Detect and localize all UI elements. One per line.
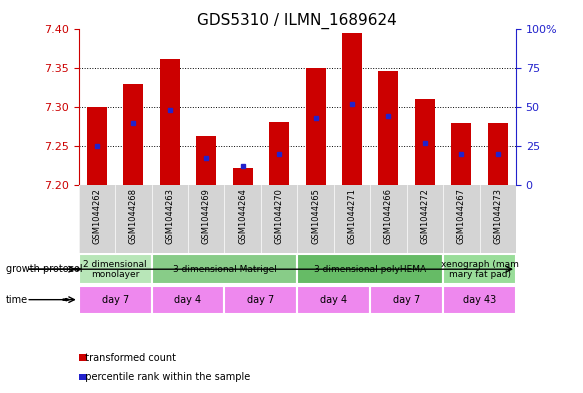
Bar: [488, 123, 508, 185]
Text: xenograph (mam
mary fat pad): xenograph (mam mary fat pad): [441, 259, 518, 279]
Text: GSM1044268: GSM1044268: [129, 188, 138, 244]
Text: GSM1044266: GSM1044266: [384, 188, 393, 244]
Bar: [297, 254, 443, 284]
Bar: [152, 254, 297, 284]
Text: 3 dimensional polyHEMA: 3 dimensional polyHEMA: [314, 265, 426, 274]
Text: day 4: day 4: [320, 295, 347, 305]
Bar: [160, 59, 180, 185]
Bar: [269, 122, 289, 185]
Text: GSM1044264: GSM1044264: [238, 188, 247, 244]
Text: GSM1044273: GSM1044273: [493, 188, 502, 244]
Bar: [224, 285, 297, 314]
Bar: [443, 254, 516, 284]
Text: growth protocol: growth protocol: [6, 264, 82, 274]
Bar: [451, 123, 471, 185]
Text: day 4: day 4: [174, 295, 202, 305]
Bar: [370, 285, 443, 314]
Text: time: time: [6, 295, 28, 305]
Text: 3 dimensional Matrigel: 3 dimensional Matrigel: [173, 265, 276, 274]
Text: GSM1044272: GSM1044272: [420, 188, 429, 244]
Text: day 7: day 7: [247, 295, 275, 305]
Bar: [79, 254, 152, 284]
Bar: [297, 285, 370, 314]
Text: GSM1044270: GSM1044270: [275, 188, 283, 244]
Bar: [233, 168, 252, 185]
Bar: [305, 68, 325, 185]
Bar: [152, 285, 224, 314]
Text: GSM1044263: GSM1044263: [166, 188, 174, 244]
Bar: [87, 107, 107, 185]
Bar: [342, 33, 362, 185]
Text: GSM1044271: GSM1044271: [347, 188, 356, 244]
Text: GSM1044267: GSM1044267: [457, 188, 466, 244]
Text: 2 dimensional
monolayer: 2 dimensional monolayer: [83, 259, 147, 279]
Text: percentile rank within the sample: percentile rank within the sample: [79, 372, 250, 382]
Bar: [415, 99, 435, 185]
Text: day 7: day 7: [101, 295, 129, 305]
Text: GSM1044265: GSM1044265: [311, 188, 320, 244]
Text: GSM1044262: GSM1044262: [93, 188, 101, 244]
Text: day 43: day 43: [463, 295, 496, 305]
Text: GSM1044269: GSM1044269: [202, 188, 210, 244]
Text: day 7: day 7: [393, 295, 420, 305]
Bar: [196, 136, 216, 185]
Bar: [378, 71, 398, 185]
Bar: [79, 285, 152, 314]
Text: transformed count: transformed count: [79, 353, 175, 363]
Title: GDS5310 / ILMN_1689624: GDS5310 / ILMN_1689624: [198, 13, 397, 29]
Bar: [124, 84, 143, 185]
Bar: [443, 285, 516, 314]
